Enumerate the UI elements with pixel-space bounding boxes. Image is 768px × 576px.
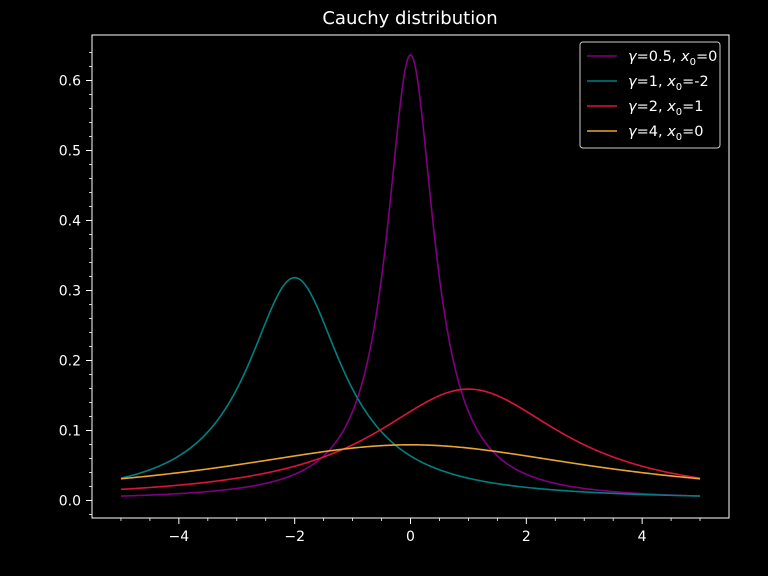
legend-box	[579, 41, 721, 149]
chart-title: Cauchy distribution	[322, 8, 497, 29]
y-tick-label: 0.0	[59, 494, 81, 510]
y-tick-label: 0.1	[59, 424, 81, 440]
legend-label-4: γ=4, x0=0	[628, 124, 704, 143]
series-layer	[120, 53, 701, 497]
y-tick-label: 0.4	[59, 214, 81, 230]
x-tick-label: 0	[406, 529, 415, 545]
legend: γ=0.5, x0=0 γ=1, x0=-2 γ=2, x0=1 γ=4, x0=0	[579, 41, 721, 149]
series-line-2	[120, 276, 701, 497]
x-tick-label: −2	[284, 529, 305, 545]
legend-label-3: γ=2, x0=1	[628, 99, 704, 118]
y-tick-label: 0.2	[59, 354, 81, 370]
series-line-1	[120, 53, 701, 497]
ticks-layer: −4 −2 0 2 4 0.0 0.1 0.2 0.3 0.4 0.5 0.6	[59, 52, 701, 545]
y-tick-label: 0.5	[59, 144, 81, 160]
x-tick-label: 2	[522, 529, 531, 545]
y-tick-label: 0.6	[59, 74, 81, 90]
x-tick-label: −4	[169, 529, 190, 545]
y-tick-label: 0.3	[59, 284, 81, 300]
plot-area: −4 −2 0 2 4 0.0 0.1 0.2 0.3 0.4 0.5 0.6	[59, 34, 730, 545]
series-line-3	[120, 388, 701, 491]
legend-label-2: γ=1, x0=-2	[628, 74, 709, 93]
series-line-4	[120, 444, 701, 480]
x-tick-label: 4	[638, 529, 647, 545]
legend-label-1: γ=0.5, x0=0	[628, 49, 717, 68]
